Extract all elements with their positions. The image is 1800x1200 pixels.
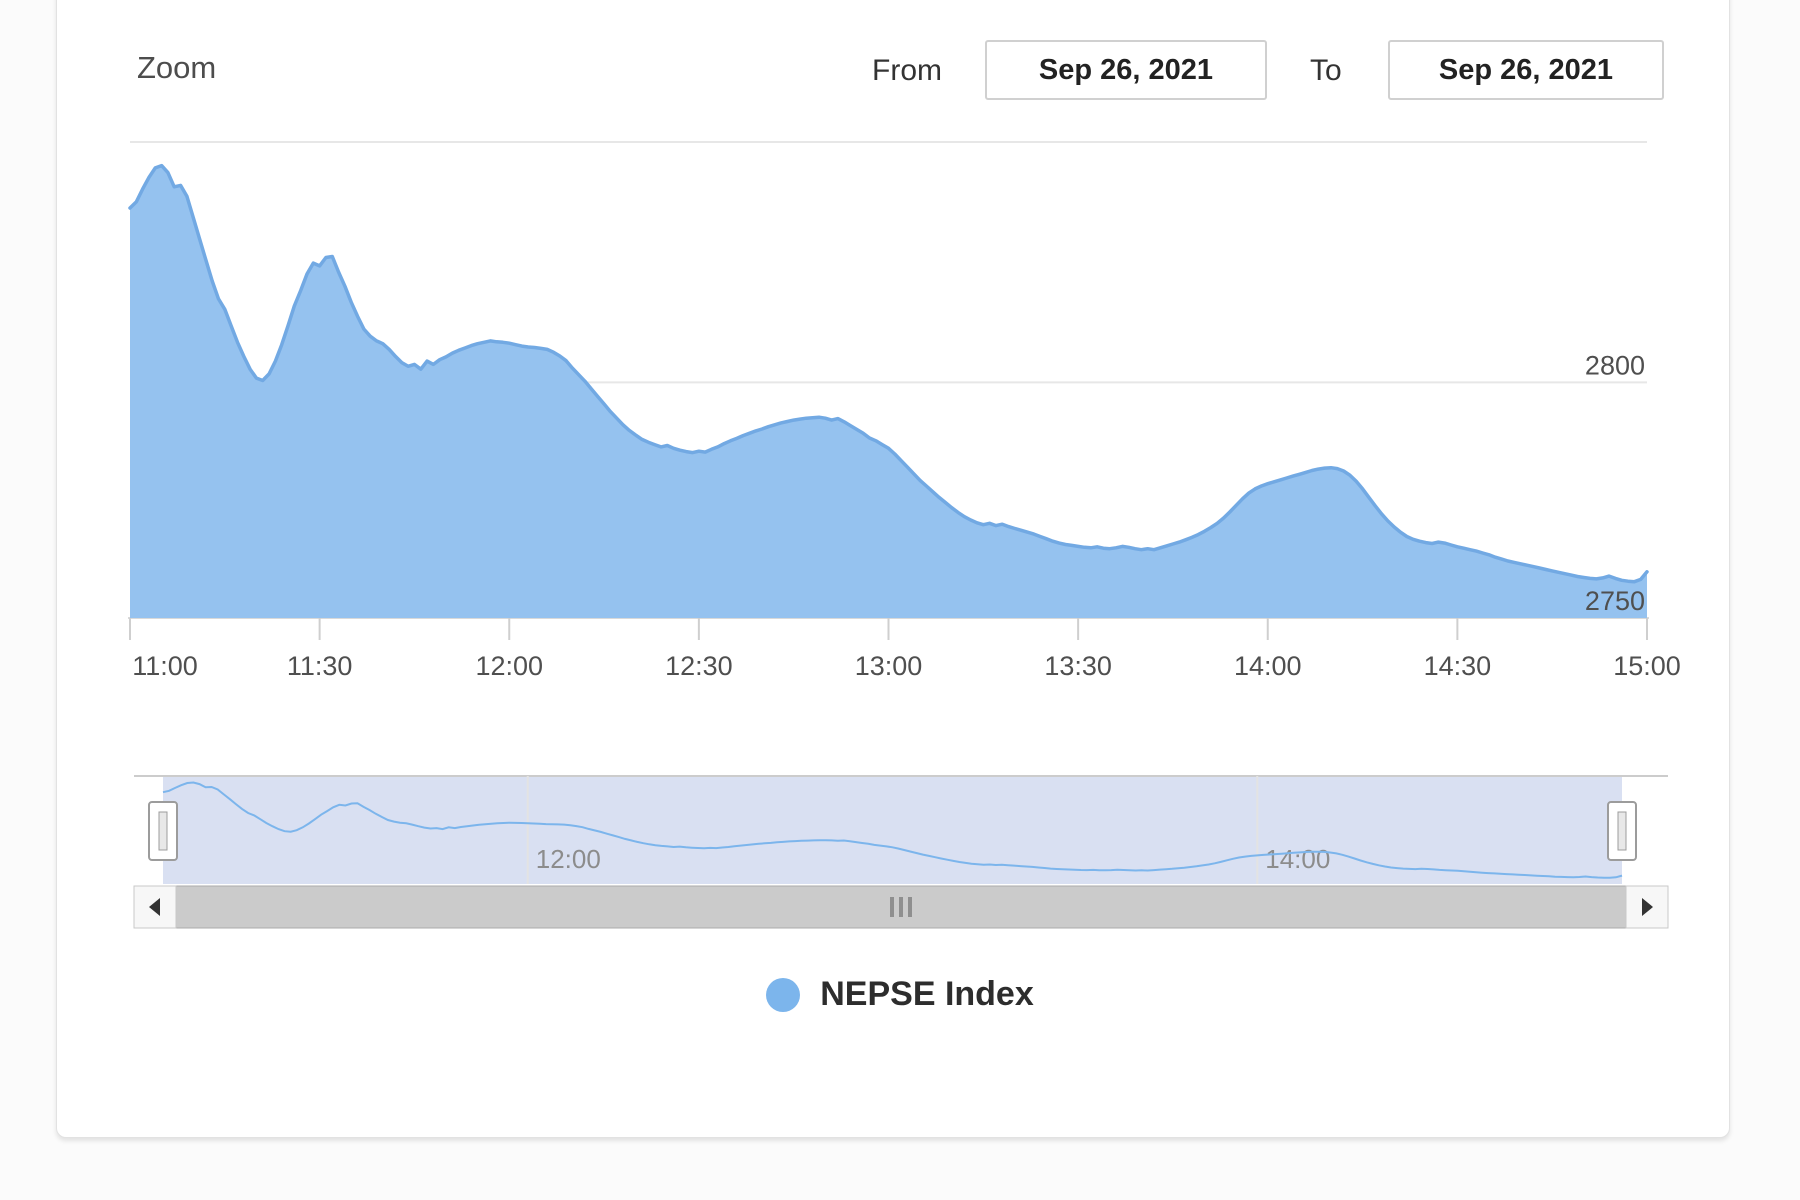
navigator-series-line [162, 781, 1623, 879]
range-selector-zoom-label: Zoom [137, 50, 217, 85]
navigator-axis-label: 12:00 [536, 844, 601, 874]
navigator-axis-label: 14:00 [1265, 844, 1330, 874]
x-axis-label: 15:00 [1613, 651, 1681, 681]
plot-area[interactable] [130, 142, 1647, 618]
x-axis-label: 11:00 [132, 651, 198, 681]
x-axis-label: 13:30 [1044, 651, 1112, 681]
navigator-right-handle-grip-icon [1617, 811, 1627, 851]
series-marker-icon [766, 977, 801, 1012]
x-axis-label: 13:00 [855, 651, 923, 681]
y-axis-label: 2800 [1585, 350, 1645, 380]
navigator-left-handle-grip-icon [158, 811, 168, 851]
scrollbar-grip-icon [890, 897, 894, 917]
scrollbar-grip-icon [899, 897, 903, 917]
area-series-line [128, 163, 1649, 584]
x-axis-label: 14:30 [1424, 651, 1492, 681]
legend-item-nepse-index[interactable]: NEPSE Index [0, 975, 1800, 1014]
area-series-fill [130, 165, 1647, 618]
scroll-left-arrow-icon [149, 898, 160, 916]
scroll-right-arrow-icon [1642, 898, 1653, 916]
x-axis-label: 12:00 [475, 651, 543, 681]
x-axis-label: 12:30 [665, 651, 733, 681]
x-axis-label: 14:00 [1234, 651, 1302, 681]
from-date-input[interactable] [985, 40, 1267, 100]
to-date-input[interactable] [1388, 40, 1664, 100]
to-label: To [1310, 54, 1342, 87]
from-label: From [872, 54, 942, 87]
x-axis-label: 11:30 [287, 651, 353, 681]
legend-label: NEPSE Index [820, 975, 1034, 1013]
scrollbar-grip-icon [908, 897, 912, 917]
y-axis-label: 2750 [1585, 586, 1645, 616]
